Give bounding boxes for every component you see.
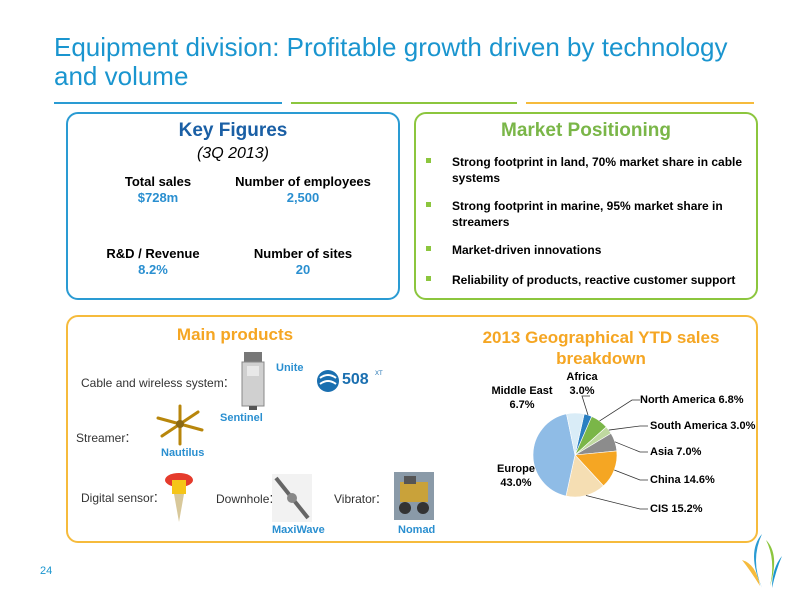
employees-label: Number of employees <box>235 174 371 189</box>
bullet-marker <box>426 276 431 281</box>
key-figures-panel: Key Figures (3Q 2013) Total sales $728m … <box>66 112 400 300</box>
sites-label: Number of sites <box>253 246 353 261</box>
leader-line-south-america <box>608 425 648 431</box>
brand-logo-icon <box>742 534 782 588</box>
maxiwave-name: MaxiWave <box>272 524 325 536</box>
streamer-category: Streamer: <box>76 429 130 446</box>
vibrator-category-label: Vibrator <box>334 492 376 506</box>
nomad-image <box>394 472 434 520</box>
leader-line-china <box>614 469 648 481</box>
colon: : <box>269 490 274 507</box>
sales-pie-chart <box>532 412 618 498</box>
streamer-category-label: Streamer <box>76 431 126 445</box>
downhole-category: Downhole: <box>216 490 274 507</box>
key-figures-heading: Key Figures <box>178 120 288 141</box>
title-rule-blue <box>54 102 282 104</box>
508xt-logo: 508 XT <box>317 370 383 392</box>
title-rule-green <box>291 102 517 104</box>
bullet-marker <box>426 246 431 251</box>
market-bullet-text: Market-driven innovations <box>452 243 602 257</box>
africa-name: Africa <box>566 371 598 383</box>
pie-label-europe: Europe 43.0% <box>488 462 544 490</box>
main-products-heading: Main products <box>176 325 294 344</box>
nautilus-name: Nautilus <box>161 447 205 459</box>
pie-label-south-america: South America 3.0% <box>650 420 756 432</box>
digital-sensor-image <box>165 473 193 522</box>
key-figures-period: (3Q 2013) <box>196 145 270 162</box>
maxiwave-image <box>272 474 312 522</box>
pie-label-cis: CIS 15.2% <box>650 503 703 515</box>
colon: : <box>375 490 380 507</box>
colon: : <box>223 374 228 391</box>
pie-label-asia: Asia 7.0% <box>650 446 702 458</box>
pie-slice-middle-east <box>566 412 585 456</box>
nomad-name: Nomad <box>398 524 436 536</box>
cable-category: Cable and wireless system: <box>81 374 228 391</box>
sites-value: 20 <box>295 262 311 277</box>
colon: : <box>153 489 158 506</box>
market-bullet-text: Strong footprint in marine, 95% market s… <box>452 199 723 229</box>
leader-line-asia <box>614 441 648 453</box>
pie-heading: 2013 Geographical YTD sales breakdown <box>482 328 720 368</box>
total-sales-value: $728m <box>137 190 179 205</box>
page-title: Equipment division: Profitable growth dr… <box>54 32 728 91</box>
europe-name: Europe <box>497 463 535 475</box>
pie-label-north-america: North America 6.8% <box>640 394 744 406</box>
digital-category: Digital sensor: <box>81 489 158 506</box>
page-number: 24 <box>40 565 53 577</box>
pie-label-china: China 14.6% <box>650 474 715 486</box>
africa-pct: 3.0% <box>569 385 595 397</box>
middle-east-name: Middle East <box>491 385 553 397</box>
508-logo-sup: XT <box>375 371 383 377</box>
unite-name: Unite <box>276 362 304 374</box>
leader-line-north-america <box>599 399 640 422</box>
bullet-marker <box>426 158 431 163</box>
508-logo-text: 508 <box>342 371 369 388</box>
market-bullet-text: Strong footprint in land, 70% market sha… <box>452 155 743 185</box>
pie-label-africa: Africa 3.0% <box>560 370 604 398</box>
leader-line-africa <box>581 395 590 416</box>
market-positioning-panel: Market Positioning Strong footprint in l… <box>414 112 758 300</box>
downhole-category-label: Downhole <box>216 492 270 506</box>
rd-revenue-label: R&D / Revenue <box>106 246 200 261</box>
market-positioning-heading: Market Positioning <box>501 120 671 141</box>
pie-slice-europe <box>532 413 576 497</box>
sentinel-image <box>241 352 265 410</box>
total-sales-label: Total sales <box>124 174 192 189</box>
rd-revenue-value: 8.2% <box>138 262 168 277</box>
cable-category-label: Cable and wireless system <box>81 376 224 390</box>
title-rule-orange <box>526 102 754 104</box>
middle-east-pct: 6.7% <box>509 399 535 411</box>
market-bullet-text: Reliability of products, reactive custom… <box>452 273 736 287</box>
leader-line-cis <box>585 495 648 510</box>
vibrator-category: Vibrator: <box>334 490 380 507</box>
pie-label-middle-east: Middle East 6.7% <box>484 384 560 412</box>
nautilus-image <box>156 404 204 446</box>
bullet-marker <box>426 202 431 207</box>
europe-pct: 43.0% <box>500 477 532 489</box>
colon: : <box>125 429 130 446</box>
digital-category-label: Digital sensor <box>81 491 154 505</box>
sentinel-name: Sentinel <box>220 412 263 424</box>
employees-value: 2,500 <box>286 190 320 205</box>
